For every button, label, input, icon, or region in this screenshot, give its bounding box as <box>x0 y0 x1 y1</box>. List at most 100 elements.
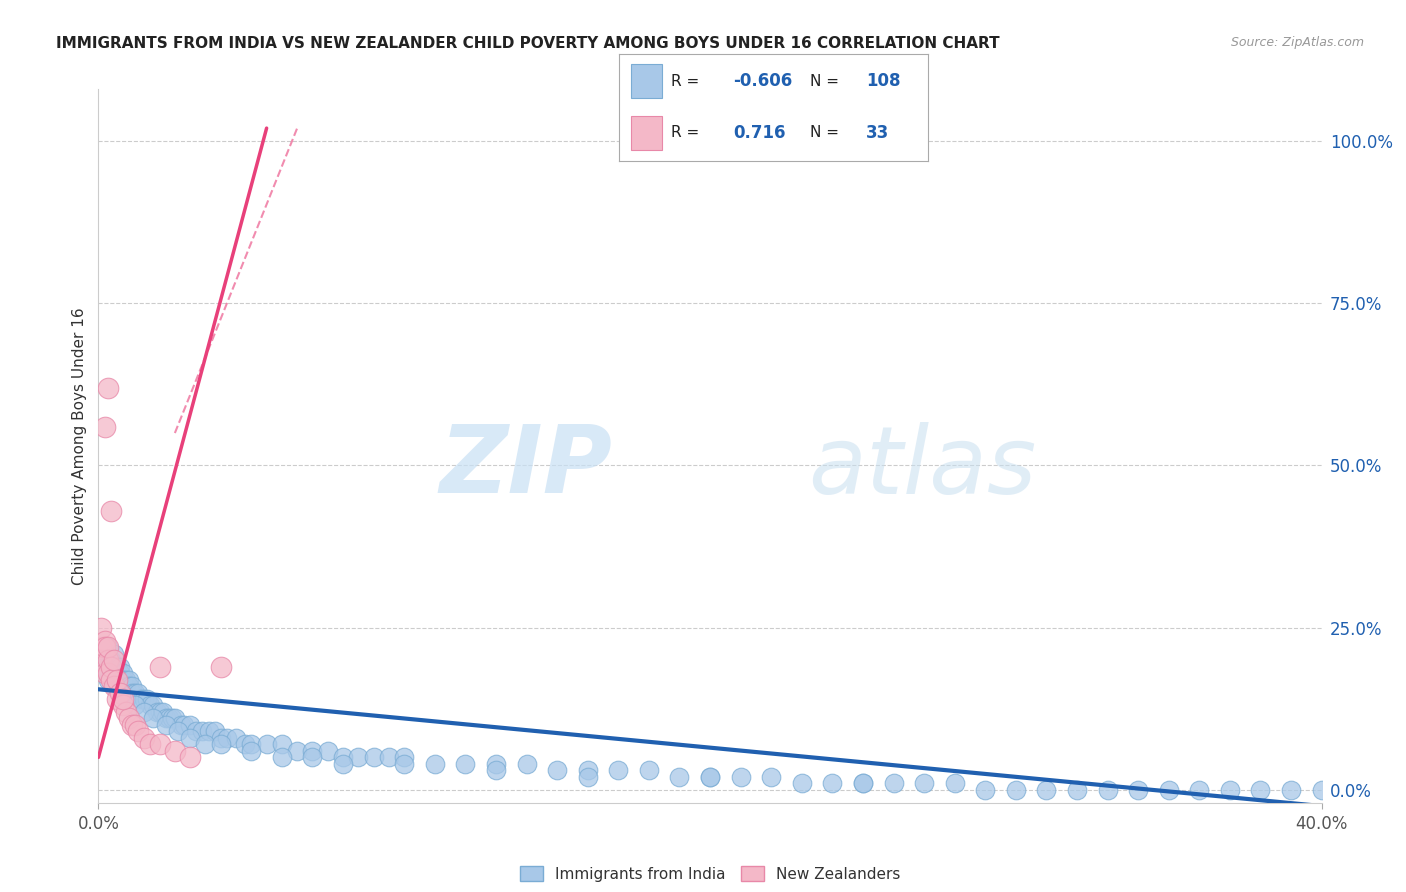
Point <box>103 679 125 693</box>
Point <box>93 640 115 654</box>
Point <box>93 647 115 661</box>
Point <box>1066 782 1088 797</box>
Point <box>118 679 141 693</box>
Point <box>301 744 323 758</box>
Point <box>142 711 165 725</box>
Bar <box>631 116 662 150</box>
Point <box>127 685 149 699</box>
Point <box>1249 782 1271 797</box>
Point <box>179 750 201 764</box>
Point <box>115 673 138 687</box>
Point <box>392 750 416 764</box>
Point <box>215 731 238 745</box>
Point <box>115 705 138 719</box>
Point <box>1279 782 1302 797</box>
Point <box>170 718 193 732</box>
Point <box>821 776 844 790</box>
Point <box>912 776 935 790</box>
Point <box>191 724 214 739</box>
Point <box>1310 782 1333 797</box>
Point <box>883 776 905 790</box>
Point <box>108 685 131 699</box>
Point <box>124 698 146 713</box>
Point <box>93 419 115 434</box>
Point <box>155 711 177 725</box>
Point <box>173 718 195 732</box>
Point <box>149 738 172 752</box>
Point <box>105 659 128 673</box>
Point <box>152 705 174 719</box>
Point <box>134 731 156 745</box>
Point <box>127 724 149 739</box>
Text: ZIP: ZIP <box>439 421 612 514</box>
Point <box>90 653 112 667</box>
Point <box>485 756 508 771</box>
Point <box>163 744 186 758</box>
Point <box>124 718 146 732</box>
Point <box>105 673 128 687</box>
Text: R =: R = <box>671 125 699 140</box>
Point <box>160 711 183 725</box>
Text: N =: N = <box>810 125 839 140</box>
Point <box>943 776 966 790</box>
Point <box>1035 782 1057 797</box>
Point <box>90 640 112 654</box>
Point <box>108 659 131 673</box>
Text: -0.606: -0.606 <box>733 72 793 90</box>
Point <box>225 731 247 745</box>
Point <box>103 679 125 693</box>
Point <box>363 750 385 764</box>
Point <box>163 711 186 725</box>
Point <box>423 756 446 771</box>
Point <box>699 770 721 784</box>
Text: R =: R = <box>671 74 699 89</box>
Point <box>790 776 813 790</box>
Point <box>332 750 354 764</box>
Point <box>209 738 232 752</box>
Point <box>209 731 232 745</box>
Point <box>100 659 122 673</box>
Point <box>121 679 143 693</box>
Point <box>668 770 690 784</box>
Point <box>111 666 134 681</box>
Point <box>100 504 122 518</box>
Point <box>108 666 131 681</box>
Point <box>115 692 138 706</box>
Point <box>97 673 120 687</box>
Point <box>392 756 416 771</box>
Point <box>179 731 201 745</box>
Point <box>105 692 128 706</box>
Text: atlas: atlas <box>808 422 1036 513</box>
Point <box>93 659 115 673</box>
Point <box>852 776 875 790</box>
Point <box>100 673 122 687</box>
Point <box>209 659 232 673</box>
Point <box>204 724 226 739</box>
Point <box>115 679 138 693</box>
Point <box>149 705 172 719</box>
Point <box>186 724 208 739</box>
Point <box>97 640 120 654</box>
Point <box>1128 782 1150 797</box>
Point <box>97 640 120 654</box>
Point <box>256 738 278 752</box>
Point <box>93 666 115 681</box>
Point <box>1004 782 1026 797</box>
Point <box>139 698 162 713</box>
Point <box>155 718 177 732</box>
Point <box>240 744 263 758</box>
Bar <box>631 64 662 98</box>
Point <box>97 666 120 681</box>
Point <box>1097 782 1119 797</box>
Point <box>108 685 131 699</box>
Point <box>145 705 167 719</box>
Point <box>111 698 134 713</box>
Point <box>103 666 125 681</box>
Text: 33: 33 <box>866 124 890 142</box>
Point <box>233 738 256 752</box>
Point <box>1219 782 1241 797</box>
Point <box>121 685 143 699</box>
Point <box>316 744 339 758</box>
Point <box>111 673 134 687</box>
Point <box>270 750 292 764</box>
